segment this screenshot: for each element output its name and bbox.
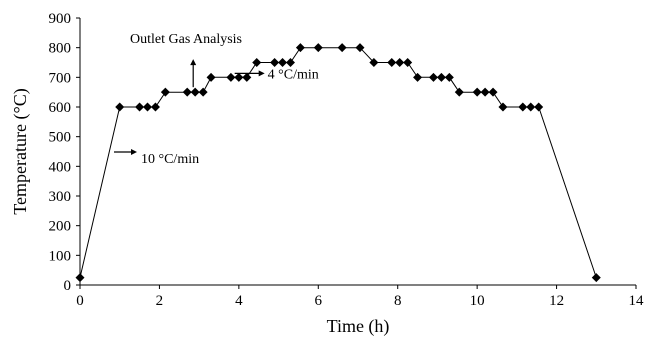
data-point-marker <box>369 58 379 67</box>
data-point-marker <box>488 87 498 97</box>
annotation-arrowhead <box>190 59 197 66</box>
data-point-marker <box>498 102 508 112</box>
ticks: 0 100 200 300 400 500 600 700 800 900 0 2 4 6 8 10 12 14 <box>49 11 645 309</box>
data-point-marker <box>337 43 347 53</box>
data-point-marker <box>278 58 288 67</box>
y-tick-label: 0 <box>64 278 72 294</box>
y-tick-label: 800 <box>49 41 72 57</box>
x-tick-label: 0 <box>76 293 84 309</box>
data-point-marker <box>206 72 216 82</box>
x-tick-label: 2 <box>156 293 164 309</box>
y-tick-label: 100 <box>49 248 72 264</box>
data-point-marker <box>226 72 236 82</box>
x-tick-label: 14 <box>629 293 645 309</box>
data-point-marker <box>295 43 305 53</box>
annotation-arrowhead <box>131 149 137 155</box>
data-point-marker <box>444 72 454 82</box>
data-point-marker <box>190 87 200 97</box>
x-tick-label: 10 <box>470 293 485 309</box>
data-point-marker <box>160 87 170 97</box>
y-tick-label: 200 <box>49 219 72 235</box>
annotation-outlet-gas: Outlet Gas Analysis <box>130 32 242 47</box>
axes <box>79 18 636 286</box>
data-point-marker <box>285 58 295 67</box>
y-axis-title: Temperature (°C) <box>10 88 31 214</box>
data-point-marker <box>75 273 85 283</box>
data-point-marker <box>182 87 192 97</box>
data-point-marker <box>395 58 405 67</box>
data-point-marker <box>135 102 145 112</box>
y-tick-label: 700 <box>49 70 72 86</box>
x-axis-title: Time (h) <box>327 316 390 337</box>
data-point-marker <box>403 58 413 67</box>
x-tick-label: 8 <box>394 293 402 309</box>
data-point-marker <box>526 102 536 112</box>
y-tick-label: 500 <box>49 130 72 146</box>
y-tick-label: 600 <box>49 100 72 116</box>
annotation-heating-rate-10: 10 °C/min <box>141 152 199 167</box>
y-tick-label: 300 <box>49 189 72 205</box>
data-point-marker <box>413 72 423 82</box>
data-point-marker <box>480 87 490 97</box>
x-tick-label: 12 <box>549 293 564 309</box>
annotation-heating-rate-4: 4 °C/min <box>268 67 319 82</box>
data-point-marker <box>428 72 438 82</box>
data-point-marker <box>150 102 160 112</box>
data-point-marker <box>387 58 397 67</box>
data-point-marker <box>234 72 244 82</box>
series <box>75 43 601 283</box>
x-tick-label: 6 <box>315 293 323 309</box>
y-tick-label: 900 <box>49 11 72 27</box>
annotations: Outlet Gas Analysis 4 °C/min 10 °C/min <box>114 32 319 167</box>
annotation-arrowhead <box>258 70 265 77</box>
data-point-marker <box>252 58 262 67</box>
data-point-marker <box>198 87 208 97</box>
data-point-marker <box>591 273 601 283</box>
data-point-marker <box>472 87 482 97</box>
data-point-marker <box>436 72 446 82</box>
x-tick-label: 4 <box>235 293 243 309</box>
data-point-marker <box>242 72 252 82</box>
data-point-marker <box>270 58 280 67</box>
data-point-marker <box>518 102 528 112</box>
data-point-marker <box>355 43 365 53</box>
data-point-marker <box>115 102 125 112</box>
data-point-marker <box>313 43 323 53</box>
data-point-marker <box>143 102 153 112</box>
data-point-marker <box>534 102 544 112</box>
data-point-marker <box>454 87 464 97</box>
y-tick-label: 400 <box>49 159 72 175</box>
